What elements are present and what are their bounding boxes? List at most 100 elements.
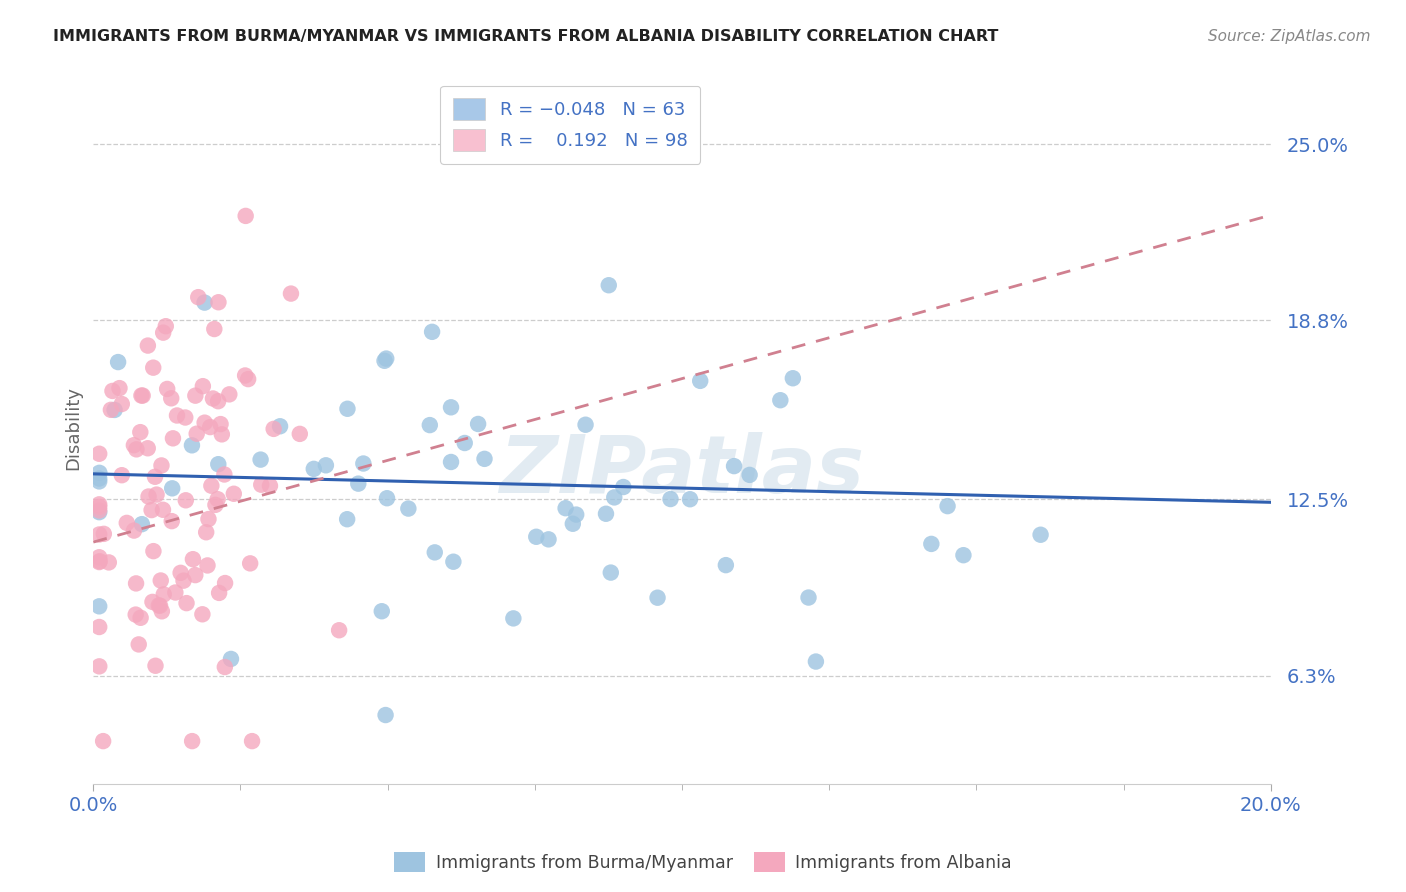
Point	[89, 471, 111, 485]
Point	[194, 416, 217, 430]
Point	[302, 462, 325, 476]
Point	[207, 492, 229, 507]
Point	[218, 387, 240, 401]
Point	[371, 604, 394, 618]
Point	[197, 512, 219, 526]
Point	[162, 431, 184, 445]
Point	[89, 659, 111, 673]
Point	[148, 599, 170, 613]
Point	[336, 401, 359, 416]
Point	[280, 286, 302, 301]
Point	[352, 457, 374, 471]
Point	[141, 503, 163, 517]
Point	[219, 652, 242, 666]
Point	[920, 537, 942, 551]
Point	[467, 417, 489, 431]
Point	[89, 555, 111, 569]
Point	[647, 591, 669, 605]
Point	[374, 708, 396, 723]
Point	[97, 556, 120, 570]
Point	[181, 552, 204, 566]
Point	[419, 418, 441, 433]
Point	[659, 491, 682, 506]
Point	[347, 476, 370, 491]
Point	[595, 507, 617, 521]
Point	[214, 660, 236, 674]
Point	[250, 477, 273, 491]
Point	[336, 512, 359, 526]
Point	[152, 326, 174, 340]
Point	[122, 438, 145, 452]
Point	[211, 427, 233, 442]
Point	[138, 490, 160, 504]
Point	[574, 417, 596, 432]
Point	[269, 419, 291, 434]
Legend: R = −0.048   N = 63, R =    0.192   N = 98: R = −0.048 N = 63, R = 0.192 N = 98	[440, 86, 700, 164]
Point	[131, 517, 153, 532]
Point	[191, 379, 214, 393]
Point	[599, 566, 621, 580]
Point	[89, 475, 111, 489]
Point	[89, 620, 111, 634]
Point	[769, 393, 792, 408]
Point	[89, 447, 111, 461]
Point	[89, 554, 111, 568]
Point	[233, 368, 256, 383]
Point	[89, 500, 111, 514]
Point	[328, 624, 350, 638]
Point	[423, 545, 446, 559]
Point	[131, 388, 153, 402]
Point	[214, 467, 236, 482]
Point	[131, 388, 153, 402]
Point	[129, 425, 152, 439]
Point	[259, 479, 281, 493]
Point	[936, 499, 959, 513]
Point	[714, 558, 737, 573]
Point	[160, 392, 183, 406]
Point	[209, 417, 232, 431]
Point	[89, 527, 111, 541]
Point	[160, 514, 183, 528]
Point	[804, 655, 827, 669]
Point	[89, 466, 111, 480]
Point	[150, 458, 173, 473]
Point	[239, 557, 262, 571]
Point	[315, 458, 337, 473]
Point	[612, 480, 634, 494]
Point	[149, 574, 172, 588]
Point	[103, 403, 125, 417]
Point	[288, 426, 311, 441]
Point	[193, 295, 215, 310]
Point	[263, 422, 285, 436]
Point	[184, 568, 207, 582]
Text: Source: ZipAtlas.com: Source: ZipAtlas.com	[1208, 29, 1371, 44]
Point	[197, 558, 219, 573]
Point	[373, 353, 395, 368]
Point	[111, 468, 134, 483]
Point	[195, 525, 218, 540]
Point	[166, 409, 188, 423]
Point	[202, 322, 225, 336]
Point	[181, 438, 204, 452]
Point	[91, 734, 114, 748]
Text: ZIPatlas: ZIPatlas	[499, 432, 865, 510]
Point	[181, 734, 204, 748]
Point	[200, 479, 222, 493]
Point	[375, 351, 398, 366]
Point	[235, 209, 257, 223]
Point	[603, 491, 626, 505]
Point	[782, 371, 804, 385]
Point	[165, 585, 187, 599]
Point	[186, 426, 208, 441]
Point	[214, 576, 236, 591]
Point	[561, 516, 583, 531]
Point	[115, 516, 138, 530]
Point	[184, 389, 207, 403]
Point	[249, 452, 271, 467]
Point	[145, 487, 167, 501]
Point	[240, 734, 263, 748]
Point	[160, 481, 183, 495]
Point	[200, 420, 222, 434]
Point	[150, 604, 173, 618]
Point	[143, 469, 166, 483]
